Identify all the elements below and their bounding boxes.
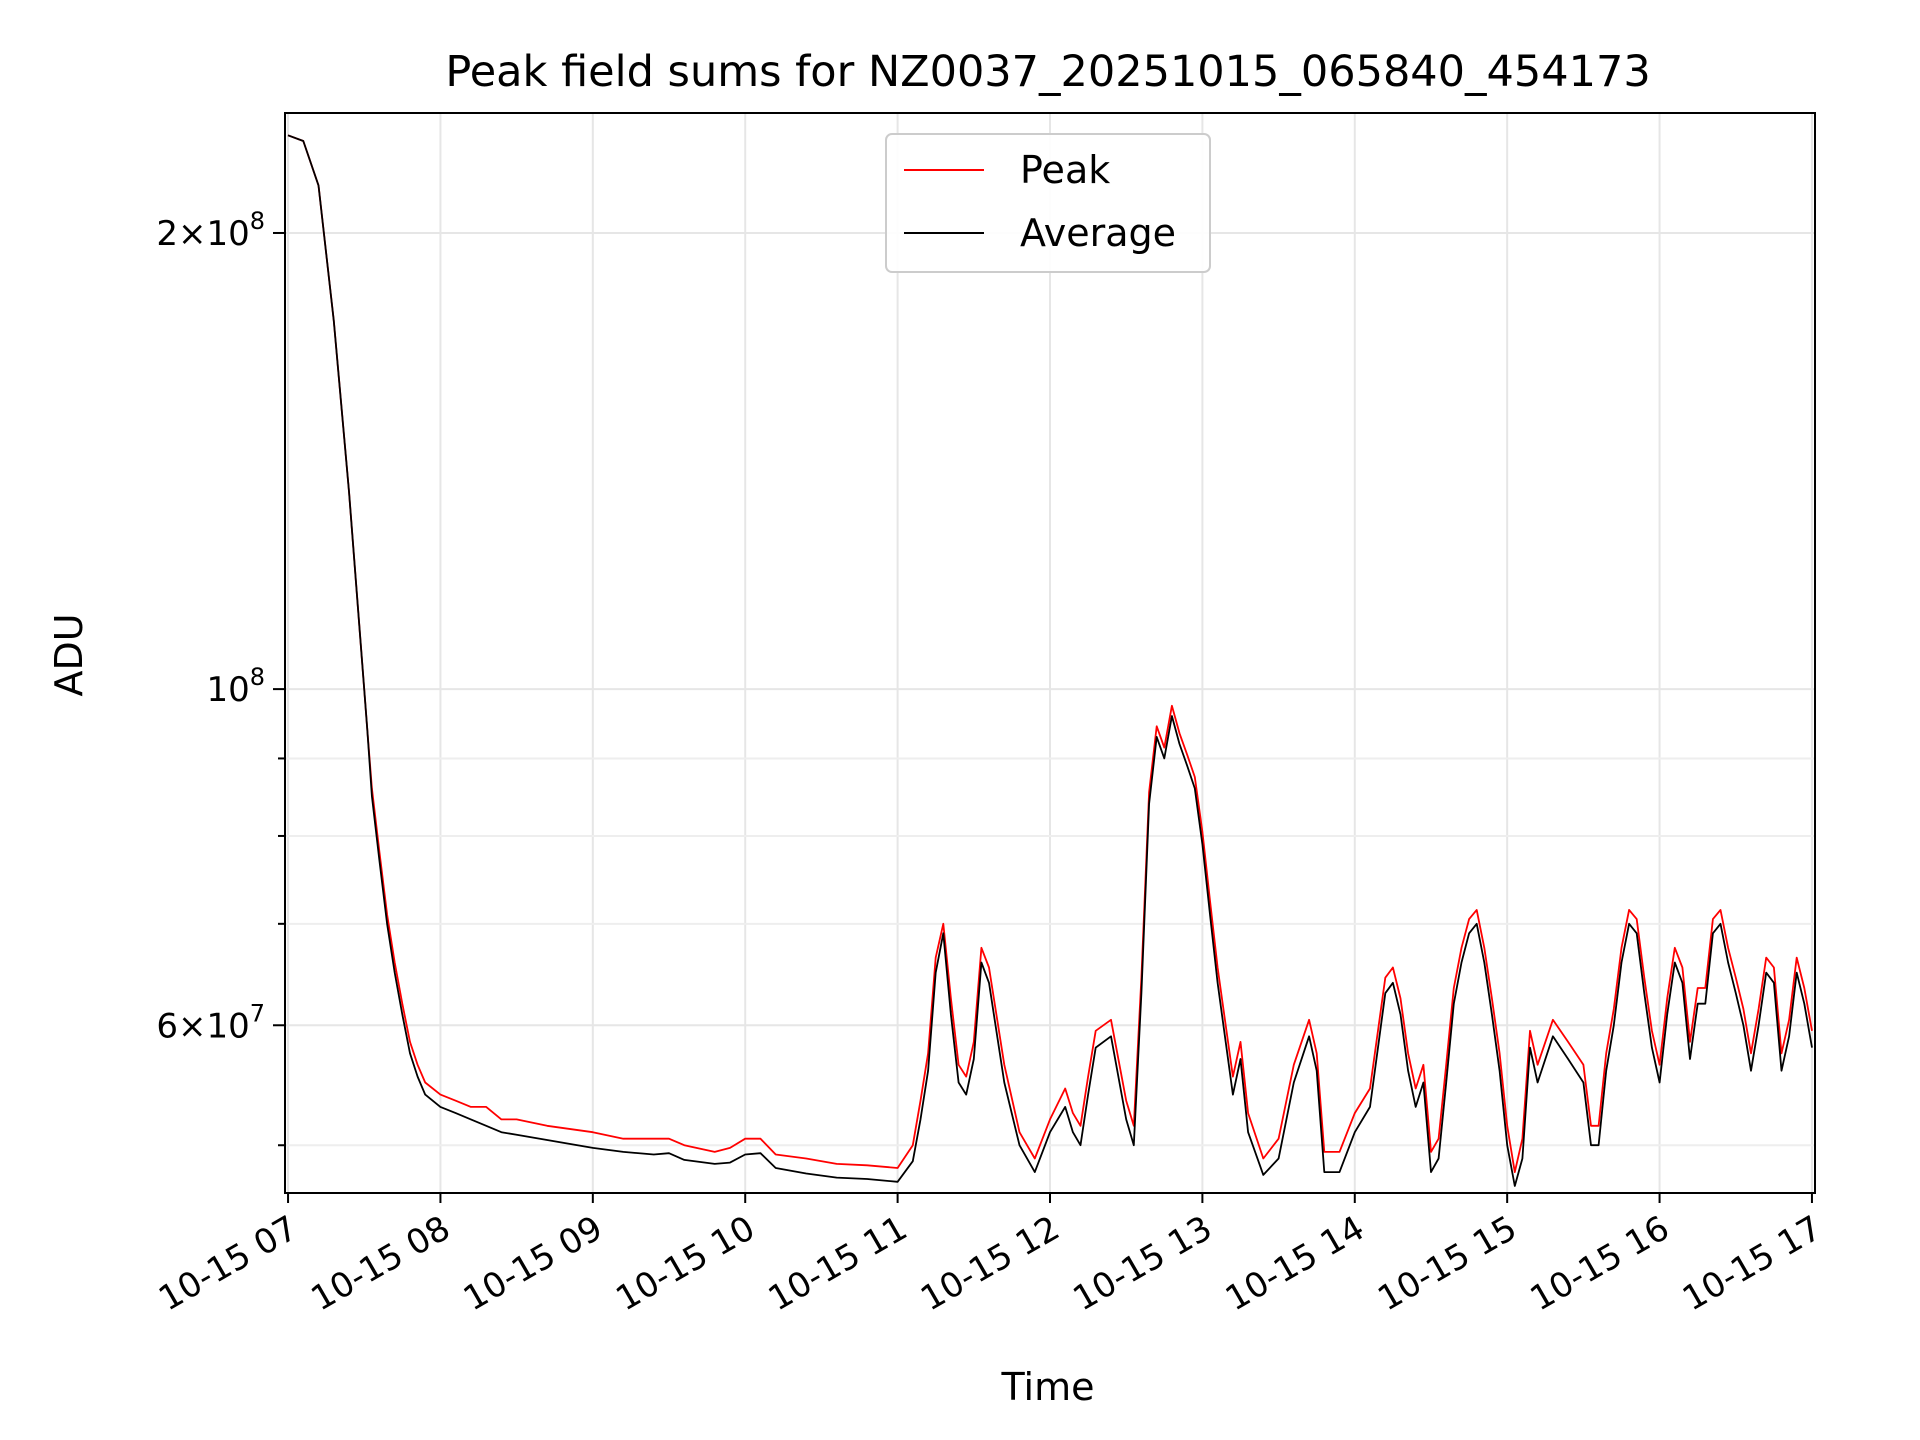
axes: 10-15 07 10-15 08 10-15 09 10-15 10 10-15 11… bbox=[152, 112, 1828, 1319]
peak-series-line bbox=[287, 134, 1813, 1173]
series-lines bbox=[287, 134, 1813, 1187]
x-tick-label: 10-15 07 bbox=[152, 1208, 304, 1319]
y-tick-exponent: 8 bbox=[250, 663, 265, 691]
y-tick-base: 2×10 bbox=[156, 214, 249, 254]
x-axis-label: Time bbox=[1001, 1365, 1095, 1409]
legend-label-average: Average bbox=[1020, 211, 1176, 255]
x-tick-label: 10-15 14 bbox=[1219, 1208, 1371, 1319]
y-tick-exponent: 7 bbox=[250, 999, 265, 1027]
x-tick-label: 10-15 10 bbox=[609, 1208, 761, 1319]
x-tick-label: 10-15 16 bbox=[1524, 1208, 1676, 1319]
plot-frame bbox=[284, 112, 1816, 1194]
y-tick-base: 10 bbox=[206, 670, 249, 710]
chart-title: Peak field sums for NZ0037_20251015_0658… bbox=[445, 47, 1650, 97]
legend: Peak Average bbox=[885, 133, 1211, 273]
y-tick-exponent: 8 bbox=[250, 207, 265, 235]
y-tick-base: 6×10 bbox=[156, 1006, 249, 1046]
y-tick-label: 108 bbox=[206, 663, 265, 710]
legend-box bbox=[885, 133, 1211, 273]
y-axis-label: ADU bbox=[47, 613, 91, 696]
y-tick-label: 2×108 bbox=[156, 207, 265, 254]
grid-lines bbox=[285, 113, 1815, 1193]
x-tick-label: 10-15 17 bbox=[1676, 1208, 1828, 1319]
x-tick-label: 10-15 13 bbox=[1066, 1208, 1218, 1319]
y-tick-label: 6×107 bbox=[156, 999, 265, 1046]
x-tick-label: 10-15 08 bbox=[305, 1208, 457, 1319]
legend-label-peak: Peak bbox=[1020, 148, 1110, 192]
x-tick-label: 10-15 09 bbox=[457, 1208, 609, 1319]
x-tick-label: 10-15 15 bbox=[1371, 1208, 1523, 1319]
average-series-line bbox=[287, 134, 1813, 1187]
x-tick-label: 10-15 12 bbox=[914, 1208, 1066, 1319]
x-tick-label: 10-15 11 bbox=[762, 1208, 914, 1319]
